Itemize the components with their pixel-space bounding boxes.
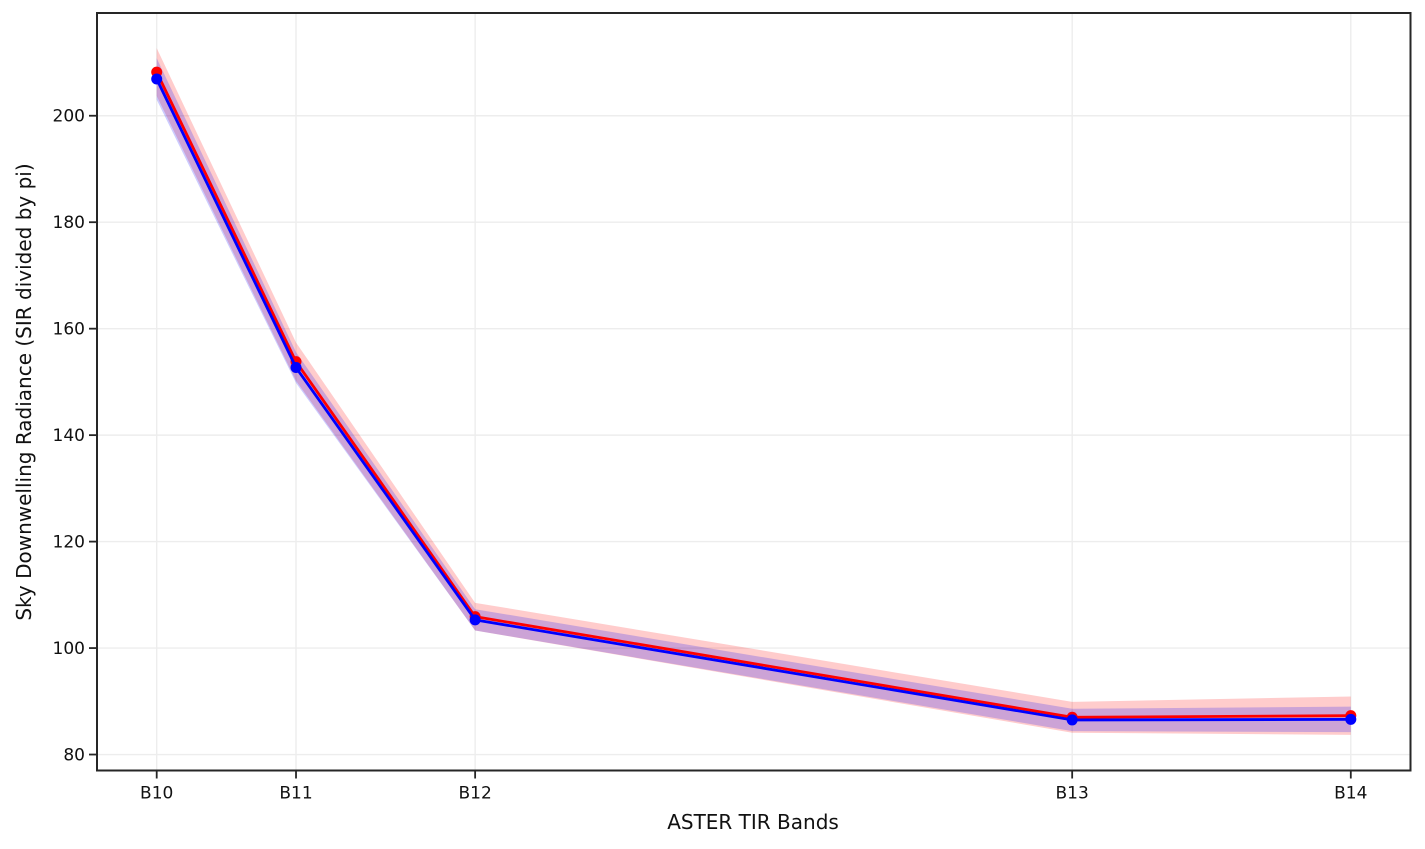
x-tick-label-B12: B12 [458, 784, 491, 804]
blue-series-line [155, 77, 1353, 722]
blue-series-marker-B10 [151, 73, 163, 85]
y-tick-label-140: 140 [53, 426, 85, 446]
y-axis-label: Sky Downwelling Radiance (SIR divided by… [12, 163, 36, 620]
y-tick-label-180: 180 [53, 213, 85, 233]
blue-series-marker-B12 [469, 614, 481, 626]
x-tick-label-B11: B11 [279, 784, 312, 804]
y-tick-label-200: 200 [53, 107, 85, 127]
y-tick-label-80: 80 [63, 746, 85, 766]
y-tick-label-120: 120 [53, 533, 85, 553]
x-tick-label-B13: B13 [1056, 784, 1089, 804]
y-tick-label-160: 160 [53, 320, 85, 340]
blue-series-error-band [156, 58, 1351, 733]
blue-series-marker-B11 [290, 362, 302, 374]
y-tick-label-100: 100 [53, 639, 85, 659]
x-tick-label-B10: B10 [140, 784, 173, 804]
plot-area: B10 B11 B12 B13 B14 80 100 120 140 160 180 200 [53, 12, 1412, 804]
blue-series-marker-B14 [1345, 713, 1357, 725]
blue-series-marker-B13 [1066, 714, 1078, 726]
red-series-error-band [156, 48, 1351, 735]
x-tick-label-B14: B14 [1334, 784, 1367, 804]
x-axis-label: ASTER TIR Bands [667, 810, 839, 834]
red-series-line [155, 70, 1353, 719]
axes-spines [96, 12, 1412, 772]
